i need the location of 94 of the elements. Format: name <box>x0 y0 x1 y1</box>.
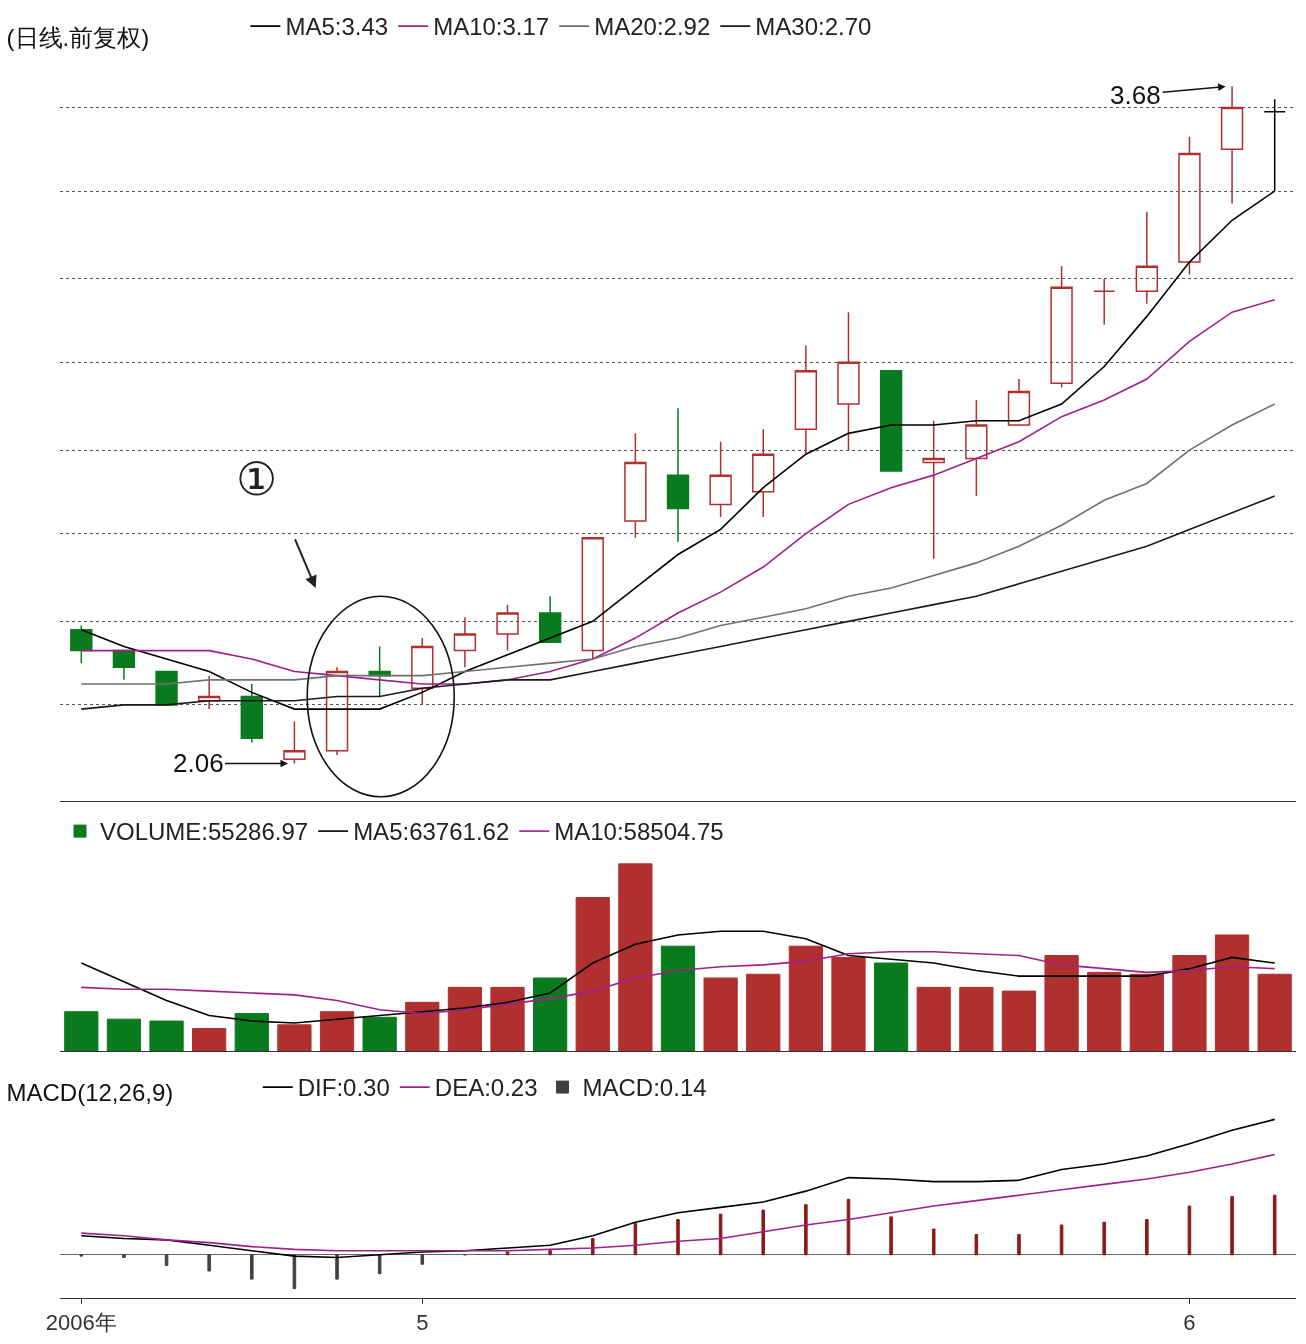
candlestick <box>411 637 434 706</box>
candlestick <box>112 649 136 681</box>
bar <box>746 973 781 1051</box>
bar <box>1257 973 1292 1051</box>
bar <box>548 1250 552 1256</box>
candlestick <box>1178 135 1201 276</box>
legend-label: DIF:0.30 <box>297 1074 390 1102</box>
bar <box>1272 1194 1277 1256</box>
candlestick <box>453 616 477 669</box>
bar <box>533 977 568 1051</box>
candlestick <box>879 369 903 472</box>
candlestick <box>240 683 263 744</box>
legend-label: MA30:2.70 <box>755 13 872 41</box>
candlestick <box>325 666 349 756</box>
bar <box>575 897 610 1051</box>
candlestick <box>496 603 519 652</box>
bar <box>250 1254 254 1280</box>
bar <box>931 1228 936 1256</box>
bar <box>718 1213 723 1256</box>
bar <box>916 986 951 1051</box>
bar <box>703 977 738 1051</box>
bar <box>277 1024 312 1051</box>
candlestick <box>922 420 945 560</box>
x-tick-label: 6 <box>1183 1310 1196 1336</box>
candlestick <box>837 311 860 451</box>
legend-label: MACD:0.14 <box>582 1074 707 1102</box>
legend-label: DEA:0.23 <box>434 1074 538 1102</box>
bar <box>234 1013 269 1051</box>
candlestick <box>1007 378 1031 426</box>
bar <box>490 986 525 1051</box>
x-tick-label: 2006年 <box>45 1310 117 1336</box>
bar <box>1087 971 1122 1051</box>
legend-label: MA5:3.43 <box>285 13 389 41</box>
bar <box>873 962 909 1051</box>
legend-label: MA5:63761.62 <box>353 818 510 846</box>
candlestick <box>666 407 690 543</box>
candlestick <box>794 344 818 455</box>
bar <box>1044 955 1079 1051</box>
bar <box>106 1018 142 1051</box>
bar <box>618 863 653 1051</box>
candlestick <box>197 674 221 710</box>
candlestick <box>155 670 178 706</box>
candlestick <box>1050 265 1073 389</box>
bar <box>122 1254 126 1258</box>
candlestick <box>624 432 647 539</box>
bar <box>377 1254 382 1275</box>
legend-label: MA20:2.92 <box>594 13 711 41</box>
legend-label: VOLUME:55286.97 <box>100 818 309 846</box>
bar <box>149 1020 184 1051</box>
bar <box>405 1001 440 1051</box>
bar <box>676 1219 680 1256</box>
annotation: ① <box>236 454 277 505</box>
bar <box>362 1016 397 1051</box>
bar <box>1214 934 1250 1051</box>
bar <box>1129 973 1164 1051</box>
bar <box>420 1254 425 1265</box>
bar <box>633 1223 638 1256</box>
candlestick <box>538 595 562 643</box>
candlestick <box>1093 278 1116 326</box>
legend-label: MA10:58504.75 <box>554 818 724 846</box>
bar <box>1230 1196 1234 1256</box>
bar <box>64 1011 99 1051</box>
bar <box>1001 990 1037 1051</box>
candlestick <box>965 399 988 497</box>
candlestick <box>581 537 604 660</box>
annotation: 3.68 <box>1110 80 1161 110</box>
bar <box>207 1254 211 1272</box>
bar <box>1059 1224 1064 1256</box>
bar <box>447 986 483 1051</box>
legend-label: MA10:3.17 <box>433 13 550 41</box>
bar <box>1145 1219 1149 1256</box>
bar <box>959 986 994 1051</box>
bar <box>292 1254 297 1290</box>
bar <box>1102 1221 1106 1256</box>
bar <box>1017 1233 1021 1256</box>
bar <box>804 1204 808 1256</box>
bar <box>761 1209 766 1256</box>
bar <box>192 1028 227 1051</box>
candlestick <box>70 624 93 664</box>
bar <box>660 945 696 1051</box>
bar <box>788 945 823 1051</box>
chart-title: (日线.前复权) <box>6 23 150 51</box>
bar <box>974 1233 979 1256</box>
candlestick <box>1135 211 1159 305</box>
bar <box>831 956 866 1051</box>
bar <box>1172 955 1207 1051</box>
annotation: 2.06 <box>173 748 224 778</box>
bar <box>319 1011 355 1051</box>
chart-title: MACD(12,26,9) <box>6 1078 174 1106</box>
candlestick <box>709 440 732 518</box>
bar <box>335 1254 339 1280</box>
bar <box>889 1216 893 1256</box>
candlestick <box>752 428 775 518</box>
x-tick-label: 5 <box>416 1310 429 1336</box>
